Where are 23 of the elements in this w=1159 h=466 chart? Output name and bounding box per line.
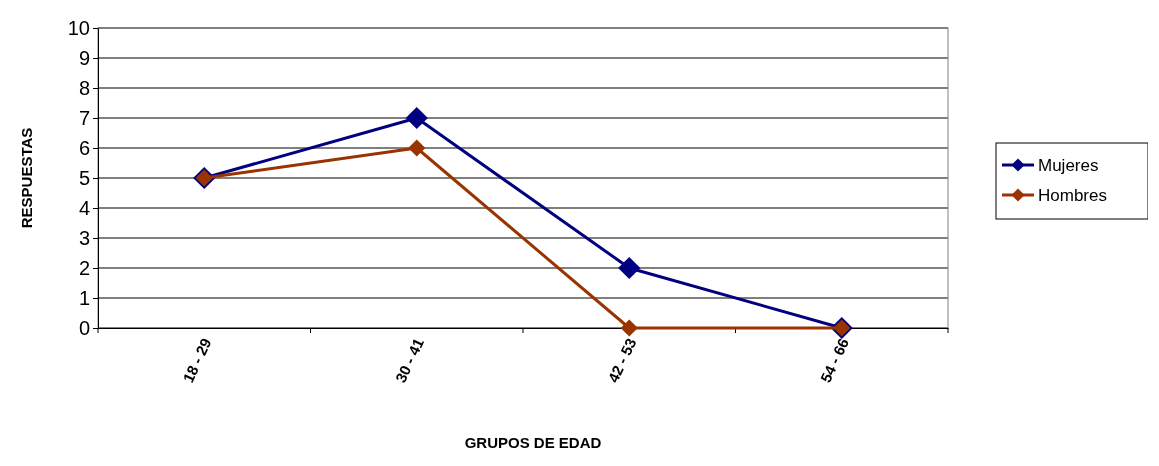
point	[618, 256, 641, 280]
y-tick-label: 5	[78, 166, 90, 189]
y-tick-label: 4	[78, 196, 90, 219]
y-tick-label: 7	[78, 106, 90, 129]
y-tick-label: 10	[67, 16, 90, 39]
x-tick-label: 54 - 66	[816, 335, 852, 386]
legend-label: Mujeres	[1038, 156, 1099, 175]
y-tick-label: 6	[78, 136, 90, 159]
legend-label: Hombres	[1038, 186, 1107, 205]
point	[408, 139, 426, 157]
y-tick-label: 0	[78, 316, 90, 339]
y-tick-label: 8	[78, 76, 90, 99]
x-axis-title: GRUPOS DE EDAD	[464, 434, 602, 451]
y-tick-label: 9	[78, 46, 90, 69]
point	[405, 106, 428, 130]
x-tick-label: 42 - 53	[604, 335, 640, 386]
x-tick-label: 18 - 29	[179, 335, 215, 386]
y-tick-label: 3	[78, 226, 90, 249]
y-axis-title: RESPUESTAS	[18, 127, 35, 229]
y-tick-label: 2	[78, 256, 90, 279]
x-tick-label: 30 - 41	[391, 335, 427, 386]
point	[620, 319, 638, 337]
y-tick-label: 1	[78, 286, 90, 309]
